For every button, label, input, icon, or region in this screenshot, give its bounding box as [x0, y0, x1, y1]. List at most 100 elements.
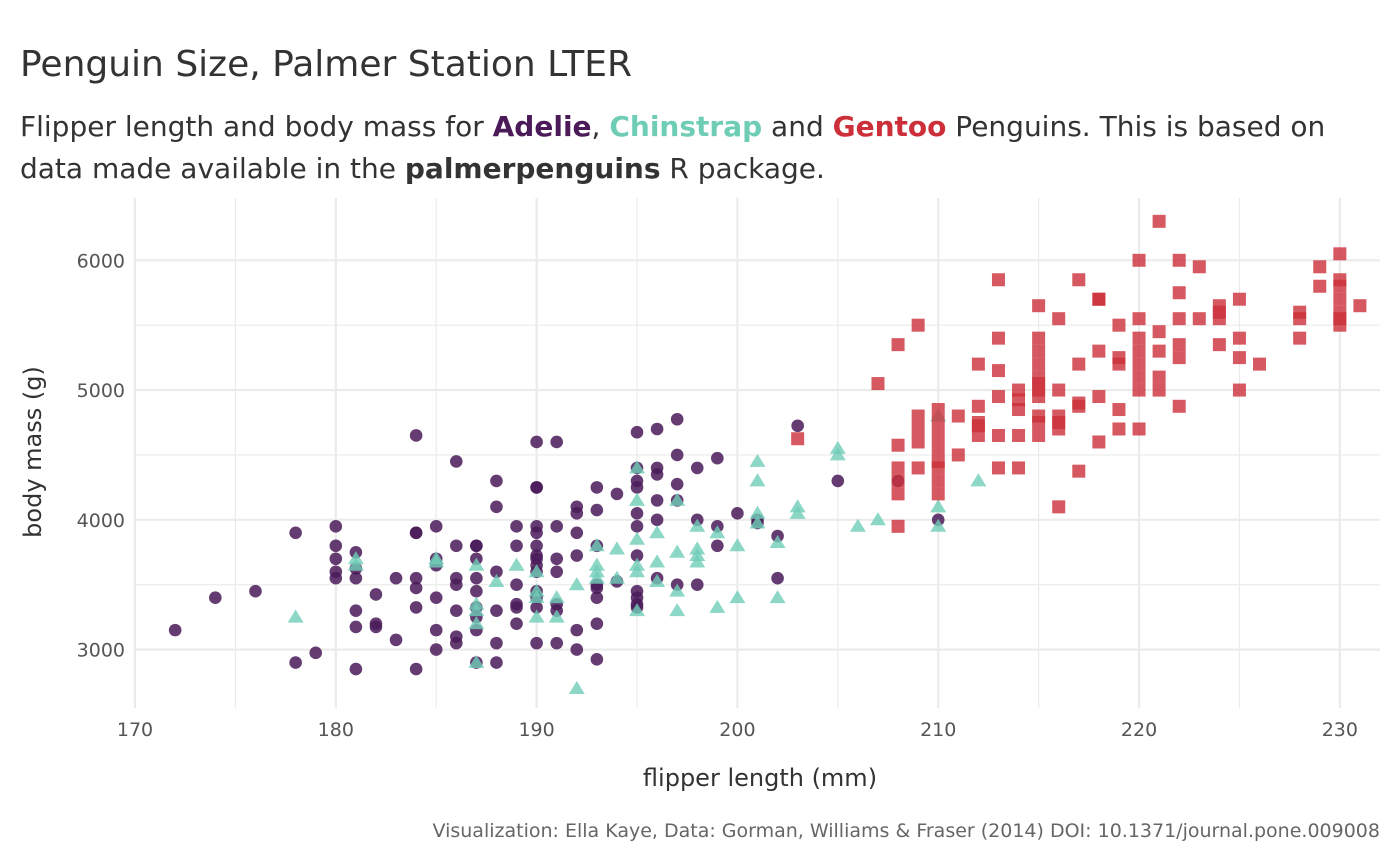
- data-point-gentoo: [1092, 390, 1106, 404]
- subtitle-adelie-label: Adelie: [492, 110, 592, 143]
- data-point-adelie: [449, 604, 463, 617]
- data-point-chinstrap: [669, 603, 686, 617]
- data-point-gentoo: [1092, 435, 1106, 449]
- data-point-adelie: [510, 601, 523, 614]
- data-point-adelie: [630, 520, 644, 533]
- data-point-adelie: [449, 636, 463, 650]
- data-point-gentoo: [911, 422, 925, 436]
- data-point-adelie: [550, 520, 563, 533]
- data-point-chinstrap: [629, 564, 645, 578]
- data-point-gentoo: [1132, 370, 1146, 384]
- data-point-gentoo: [1212, 338, 1226, 352]
- subtitle-separator: ,: [591, 110, 610, 143]
- data-point-adelie: [590, 481, 604, 494]
- data-point-gentoo: [1072, 357, 1086, 371]
- data-point-gentoo: [1072, 273, 1086, 287]
- data-point-adelie: [329, 571, 343, 585]
- data-point-adelie: [590, 617, 604, 630]
- data-point-chinstrap: [468, 654, 485, 669]
- data-point-adelie: [409, 581, 423, 595]
- data-point-adelie: [670, 412, 684, 426]
- data-point-gentoo: [1232, 351, 1246, 365]
- data-point-chinstrap: [468, 603, 485, 617]
- data-point-gentoo: [1092, 344, 1106, 358]
- x-tick-label: 230: [1322, 719, 1358, 741]
- data-point-adelie: [349, 571, 363, 585]
- data-point-chinstrap: [608, 570, 625, 584]
- data-point-adelie: [590, 503, 604, 517]
- data-point-chinstrap: [689, 518, 706, 532]
- data-point-adelie: [329, 539, 343, 553]
- data-point-gentoo: [1212, 312, 1226, 326]
- data-point-gentoo: [791, 432, 805, 446]
- data-point-chinstrap: [588, 538, 605, 552]
- data-point-gentoo: [1172, 253, 1186, 267]
- data-point-gentoo: [931, 416, 945, 430]
- data-point-adelie: [449, 578, 463, 592]
- data-point-chinstrap: [970, 473, 987, 487]
- data-point-gentoo: [1333, 318, 1347, 332]
- data-point-adelie: [590, 653, 604, 666]
- data-point-gentoo: [1192, 260, 1206, 274]
- data-point-adelie: [168, 623, 182, 637]
- data-point-adelie: [249, 584, 262, 598]
- data-point-adelie: [570, 526, 584, 540]
- data-point-adelie: [510, 520, 523, 533]
- data-point-chinstrap: [629, 531, 645, 545]
- data-point-adelie: [570, 623, 584, 637]
- data-point-chinstrap: [649, 573, 666, 587]
- subtitle-gentoo-label: Gentoo: [832, 110, 947, 143]
- data-point-chinstrap: [870, 512, 886, 526]
- data-point-chinstrap: [769, 534, 786, 549]
- data-point-adelie: [610, 487, 624, 501]
- data-point-adelie: [570, 643, 584, 656]
- data-point-adelie: [289, 526, 302, 540]
- chart-subtitle: Flipper length and body mass for Adelie,…: [20, 106, 1380, 190]
- data-point-adelie: [731, 507, 744, 520]
- data-point-adelie: [490, 656, 503, 669]
- data-point-gentoo: [1112, 422, 1126, 436]
- data-point-gentoo: [1052, 383, 1066, 397]
- data-point-chinstrap: [629, 603, 645, 617]
- data-point-gentoo: [971, 357, 985, 371]
- data-point-adelie: [630, 507, 644, 520]
- data-point-gentoo: [1152, 370, 1166, 384]
- data-point-gentoo: [991, 331, 1005, 345]
- data-point-gentoo: [1152, 214, 1166, 228]
- data-point-chinstrap: [548, 609, 565, 623]
- data-point-gentoo: [1313, 260, 1327, 274]
- data-point-gentoo: [1032, 299, 1046, 313]
- chart-caption: Visualization: Ella Kaye, Data: Gorman, …: [432, 820, 1381, 842]
- data-point-gentoo: [1132, 422, 1146, 436]
- data-point-gentoo: [1052, 422, 1066, 436]
- data-point-chinstrap: [749, 515, 766, 529]
- data-point-adelie: [530, 636, 543, 650]
- data-point-gentoo: [911, 461, 925, 475]
- subtitle-text: Flipper length and body mass for: [20, 110, 493, 143]
- data-point-gentoo: [971, 399, 985, 413]
- data-point-gentoo: [1032, 416, 1046, 430]
- data-point-adelie: [289, 656, 302, 669]
- data-point-adelie: [550, 435, 563, 449]
- data-point-gentoo: [931, 428, 945, 442]
- data-point-adelie: [510, 617, 523, 630]
- data-point-adelie: [449, 539, 463, 553]
- data-point-adelie: [670, 477, 684, 491]
- data-point-gentoo: [931, 441, 945, 455]
- data-point-adelie: [550, 552, 563, 566]
- data-point-chinstrap: [829, 447, 846, 461]
- data-point-gentoo: [951, 448, 965, 462]
- subtitle-text: R package.: [660, 152, 825, 185]
- data-point-gentoo: [931, 403, 945, 417]
- data-point-adelie: [409, 526, 423, 540]
- data-point-chinstrap: [468, 616, 485, 630]
- x-tick-label: 170: [117, 719, 153, 741]
- data-point-gentoo: [891, 519, 905, 533]
- data-point-chinstrap: [669, 544, 686, 558]
- data-point-adelie: [530, 435, 543, 449]
- data-point-adelie: [530, 539, 543, 553]
- data-point-gentoo: [1072, 399, 1086, 413]
- data-point-gentoo: [1052, 500, 1066, 514]
- data-point-chinstrap: [930, 518, 947, 532]
- data-point-adelie: [429, 591, 443, 604]
